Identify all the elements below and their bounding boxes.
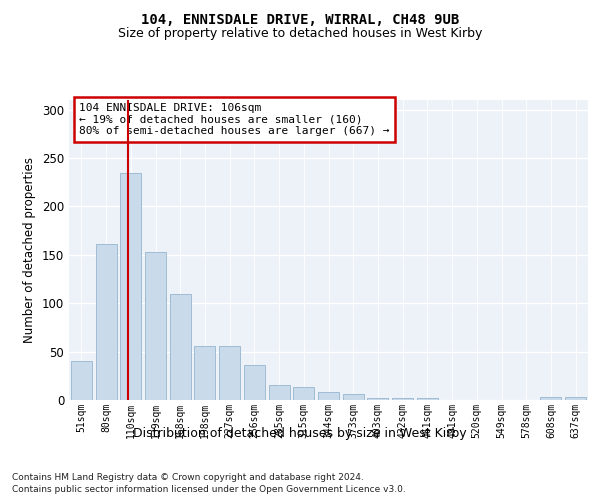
Text: Contains public sector information licensed under the Open Government Licence v3: Contains public sector information licen… [12,485,406,494]
Bar [269,384,290,400]
Bar [392,398,413,400]
Bar [71,362,92,400]
Bar [194,346,215,400]
Bar [170,294,191,400]
Bar [95,244,116,400]
Bar [219,346,240,400]
Bar [244,365,265,400]
Text: Size of property relative to detached houses in West Kirby: Size of property relative to detached ho… [118,28,482,40]
Bar [120,172,141,400]
Bar [318,392,339,400]
Text: 104, ENNISDALE DRIVE, WIRRAL, CH48 9UB: 104, ENNISDALE DRIVE, WIRRAL, CH48 9UB [141,12,459,26]
Bar [417,398,438,400]
Text: Distribution of detached houses by size in West Kirby: Distribution of detached houses by size … [133,428,467,440]
Bar [565,397,586,400]
Bar [367,398,388,400]
Bar [343,394,364,400]
Bar [145,252,166,400]
Bar [541,397,562,400]
Bar [293,388,314,400]
Text: Contains HM Land Registry data © Crown copyright and database right 2024.: Contains HM Land Registry data © Crown c… [12,472,364,482]
Y-axis label: Number of detached properties: Number of detached properties [23,157,37,343]
Text: 104 ENNISDALE DRIVE: 106sqm
← 19% of detached houses are smaller (160)
80% of se: 104 ENNISDALE DRIVE: 106sqm ← 19% of det… [79,103,390,136]
